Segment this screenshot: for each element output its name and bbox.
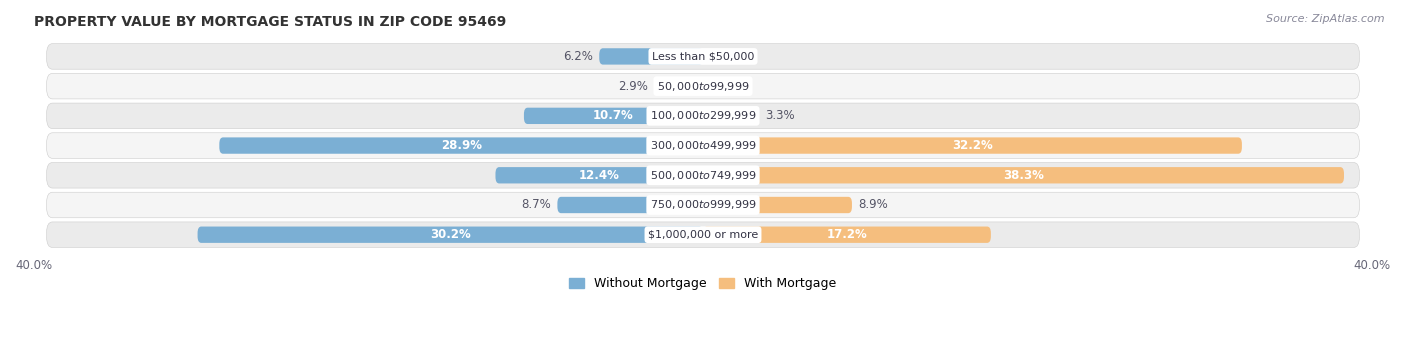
FancyBboxPatch shape [654,78,703,94]
Text: 0.0%: 0.0% [710,50,740,63]
Text: 2.9%: 2.9% [617,80,648,93]
Text: $300,000 to $499,999: $300,000 to $499,999 [650,139,756,152]
Text: 38.3%: 38.3% [1002,169,1043,182]
FancyBboxPatch shape [46,103,1360,129]
Text: $750,000 to $999,999: $750,000 to $999,999 [650,198,756,211]
FancyBboxPatch shape [46,192,1360,218]
Text: 10.7%: 10.7% [593,109,634,122]
Text: 6.2%: 6.2% [562,50,592,63]
Text: 3.3%: 3.3% [765,109,794,122]
FancyBboxPatch shape [524,108,703,124]
FancyBboxPatch shape [703,226,991,243]
FancyBboxPatch shape [703,137,1241,154]
Text: 32.2%: 32.2% [952,139,993,152]
Text: $1,000,000 or more: $1,000,000 or more [648,230,758,240]
FancyBboxPatch shape [557,197,703,213]
FancyBboxPatch shape [46,222,1360,248]
Text: 28.9%: 28.9% [440,139,482,152]
Text: 12.4%: 12.4% [579,169,620,182]
Text: 8.7%: 8.7% [522,198,551,211]
FancyBboxPatch shape [703,167,1344,183]
Text: 17.2%: 17.2% [827,228,868,241]
FancyBboxPatch shape [46,133,1360,158]
Text: $500,000 to $749,999: $500,000 to $749,999 [650,169,756,182]
FancyBboxPatch shape [46,163,1360,188]
Text: Less than $50,000: Less than $50,000 [652,51,754,61]
FancyBboxPatch shape [703,197,852,213]
FancyBboxPatch shape [495,167,703,183]
Text: $50,000 to $99,999: $50,000 to $99,999 [657,80,749,93]
Text: Source: ZipAtlas.com: Source: ZipAtlas.com [1267,14,1385,24]
FancyBboxPatch shape [219,137,703,154]
Text: 8.9%: 8.9% [859,198,889,211]
FancyBboxPatch shape [46,73,1360,99]
FancyBboxPatch shape [46,44,1360,69]
FancyBboxPatch shape [599,48,703,64]
Text: 30.2%: 30.2% [430,228,471,241]
FancyBboxPatch shape [703,108,758,124]
Text: PROPERTY VALUE BY MORTGAGE STATUS IN ZIP CODE 95469: PROPERTY VALUE BY MORTGAGE STATUS IN ZIP… [34,15,506,29]
FancyBboxPatch shape [198,226,703,243]
Text: 0.0%: 0.0% [710,80,740,93]
Text: $100,000 to $299,999: $100,000 to $299,999 [650,109,756,122]
Legend: Without Mortgage, With Mortgage: Without Mortgage, With Mortgage [564,272,842,296]
